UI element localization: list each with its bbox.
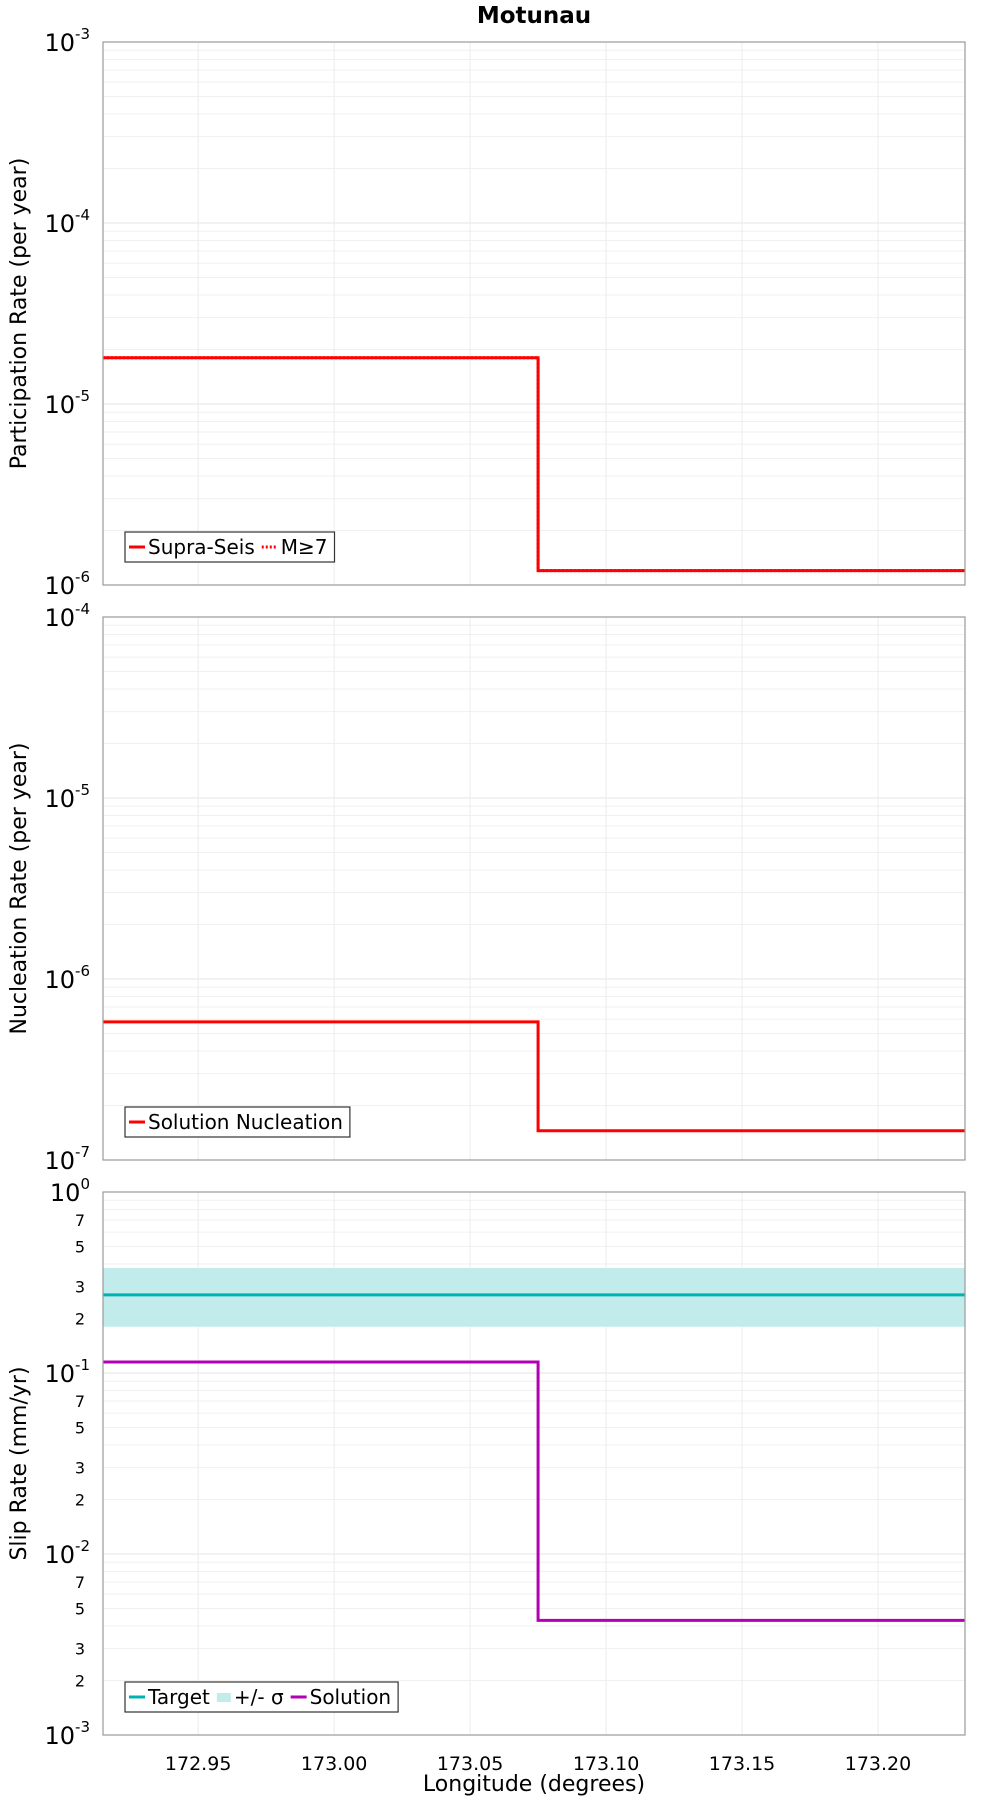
grid-1: [103, 616, 965, 1161]
y-tick-label: 10-4: [44, 600, 90, 632]
panel-2: 10-3 10-2 10-1 100 2 3 5 7 2 3 5 7 2 3 5 7 Slip Rate (mm…: [7, 1175, 966, 1797]
y-tick-label: 100: [50, 1175, 90, 1207]
plot-area-2: [103, 1268, 965, 1622]
y-minor-tick-label: 7: [75, 1392, 85, 1411]
legend-box: [124, 531, 336, 563]
x-ticks: 172.95 173.00 173.05 173.10 173.15 173.20: [165, 1753, 911, 1775]
y-tick-label: 10-2: [44, 1537, 90, 1569]
legend-label: Supra-Seis: [148, 535, 255, 559]
series-line-2: [103, 1360, 965, 1622]
y-minor-tick-label: 2: [75, 1310, 85, 1329]
y-tick-label: 10-3: [44, 1718, 90, 1750]
y-minor-tick-label: 2: [75, 1672, 85, 1691]
y-minor-tick-label: 5: [75, 1418, 85, 1437]
y-axis-label: Slip Rate (mm/yr): [7, 1366, 32, 1560]
plot-frame-0: [102, 41, 966, 586]
y-minor-tick-label: 7: [75, 1573, 85, 1592]
y-minor-tick-label: 3: [75, 1278, 85, 1297]
y-tick-label: 10-3: [44, 25, 90, 57]
grid-0: [103, 41, 965, 586]
plot-area-0: [103, 356, 965, 573]
y-minor-tick-label: 3: [75, 1459, 85, 1478]
legend-label: M≥7: [281, 535, 328, 559]
legend-2: Target +/- σ Solution: [124, 1681, 399, 1713]
panel-1: 10-7 10-6 10-5 10-4 Nucleation Rate (per yea…: [7, 600, 966, 1175]
y-tick-label: 10-4: [44, 206, 90, 238]
x-tick-label: 172.95: [165, 1753, 231, 1775]
y-tick-label: 10-5: [44, 387, 90, 419]
legend-label: Solution: [310, 1685, 391, 1709]
series-band-1: [103, 1268, 965, 1327]
legend-0: Supra-Seis M≥7: [124, 531, 336, 563]
legend-box: [124, 1106, 351, 1138]
y-minor-tick-label: 3: [75, 1640, 85, 1659]
plot-frame-1: [102, 616, 966, 1161]
chart-title: Motunau: [477, 3, 591, 29]
x-axis-label: Longitude (degrees): [423, 1772, 645, 1797]
legend-box: [124, 1681, 399, 1713]
y-minor-tick-label: 5: [75, 1599, 85, 1618]
y-tick-label: 10-5: [44, 781, 90, 813]
legend-label: Solution Nucleation: [148, 1110, 343, 1134]
legend-label: +/- σ: [234, 1685, 284, 1709]
panel-0: 10-6 10-5 10-4 10-3 Participation Rate (per …: [7, 3, 966, 600]
y-ticks-0: 10-6 10-5 10-4 10-3: [44, 25, 90, 600]
x-tick-label: 173.20: [845, 1753, 911, 1775]
series-line-0: [103, 1020, 965, 1133]
x-tick-label: 173.00: [301, 1753, 367, 1775]
y-tick-label: 10-1: [44, 1356, 90, 1388]
y-tick-label: 10-7: [44, 1143, 90, 1175]
x-tick-label: 173.10: [573, 1753, 639, 1775]
y-minor-tick-label: 7: [75, 1211, 85, 1230]
legend-label: Target: [147, 1685, 210, 1709]
y-minor-tick-label: 5: [75, 1237, 85, 1256]
y-minor-tick-label: 2: [75, 1491, 85, 1510]
y-axis-label: Participation Rate (per year): [7, 158, 32, 470]
legend-1: Solution Nucleation: [124, 1106, 351, 1138]
y-ticks-2: 10-3 10-2 10-1 100 2 3 5 7 2 3 5 7 2 3 5 7: [44, 1175, 90, 1750]
plot-frame-2: [102, 1191, 966, 1736]
x-tick-label: 173.15: [709, 1753, 775, 1775]
y-axis-label: Nucleation Rate (per year): [7, 743, 32, 1035]
plot-area-1: [103, 1020, 965, 1133]
y-tick-label: 10-6: [44, 568, 90, 600]
x-tick-label: 173.05: [437, 1753, 503, 1775]
y-ticks-1: 10-7 10-6 10-5 10-4: [44, 600, 90, 1175]
y-tick-label: 10-6: [44, 962, 90, 994]
legend-swatch: [216, 1693, 231, 1702]
series-line-1: [103, 356, 965, 573]
